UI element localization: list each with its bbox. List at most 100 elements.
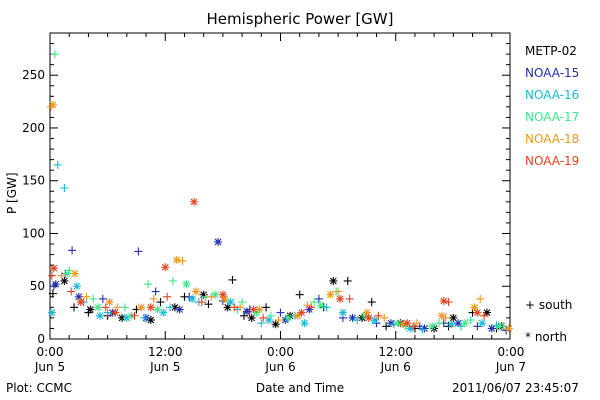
point-north	[218, 290, 227, 299]
star-d2	[440, 297, 448, 305]
y-tick-label: 200	[22, 121, 45, 135]
star-d2	[438, 312, 446, 320]
point-north	[505, 324, 514, 333]
point-south	[70, 303, 79, 312]
star-d2	[365, 314, 373, 322]
point-south	[367, 298, 376, 307]
point-south	[151, 287, 160, 296]
point-north	[188, 294, 197, 303]
point-north	[49, 264, 58, 273]
point-north	[403, 319, 412, 328]
legend-entry: NOAA-15	[525, 66, 580, 80]
point-south	[67, 287, 76, 296]
star-d2	[182, 280, 190, 288]
point-south	[238, 298, 247, 307]
point-south	[68, 246, 77, 255]
legend-entry: NOAA-18	[525, 132, 580, 146]
point-south	[353, 316, 362, 325]
point-south	[163, 292, 172, 301]
point-south	[207, 292, 216, 301]
chart-title: Hemispheric Power [GW]	[206, 10, 394, 28]
point-north	[370, 316, 379, 325]
x-tick-label-date: Jun 7	[495, 360, 526, 374]
star-d2	[461, 319, 469, 327]
x-tick-label-date: Jun 5	[149, 360, 180, 374]
star-d2	[336, 295, 344, 303]
legend-entry: NOAA-17	[525, 110, 580, 124]
star-d2	[159, 309, 167, 317]
point-south	[50, 50, 59, 59]
point-south	[239, 311, 248, 320]
point-north	[249, 305, 258, 314]
point-south	[140, 313, 149, 322]
star-d2	[387, 319, 395, 327]
point-north	[175, 305, 184, 314]
point-north	[60, 276, 69, 285]
point-north	[153, 305, 162, 314]
legend-entry: NOAA-16	[525, 88, 580, 102]
plot-credit: Plot: CCMC	[6, 381, 72, 395]
point-south	[47, 271, 56, 280]
legend-north-marker: * north	[525, 330, 568, 344]
point-south	[295, 290, 304, 299]
point-north	[51, 280, 60, 289]
point-south	[409, 322, 418, 331]
star-d2	[224, 303, 232, 311]
point-north	[146, 303, 155, 312]
point-north	[399, 320, 408, 329]
point-south	[101, 303, 110, 312]
point-south	[466, 316, 475, 325]
point-north	[393, 319, 402, 328]
x-tick-label-time: 0:00	[267, 345, 294, 359]
point-south	[266, 311, 275, 320]
point-south	[89, 294, 98, 303]
star-d2	[403, 319, 411, 327]
point-south	[149, 294, 158, 303]
star-d2	[496, 322, 503, 330]
point-south	[134, 247, 143, 256]
point-south	[382, 322, 391, 331]
point-south	[120, 303, 129, 312]
plot-frame	[49, 32, 511, 340]
point-south	[345, 294, 354, 303]
star-d2	[154, 306, 161, 313]
point-north	[191, 287, 200, 296]
point-south	[473, 322, 482, 331]
point-north	[336, 294, 345, 303]
point-north	[111, 308, 120, 317]
point-north	[211, 290, 220, 299]
point-north	[72, 282, 81, 291]
point-south	[130, 311, 139, 320]
point-south	[103, 308, 112, 317]
star-d2	[75, 293, 83, 301]
star-d2	[190, 198, 198, 206]
point-south	[259, 313, 268, 322]
star-d2	[363, 309, 371, 317]
point-south	[444, 298, 453, 307]
point-north	[447, 320, 456, 329]
point-north	[348, 313, 357, 322]
x-tick-label-time: 12:00	[378, 345, 413, 359]
point-north	[95, 311, 104, 320]
point-north	[271, 320, 280, 329]
point-south	[374, 311, 383, 320]
point-north	[63, 269, 72, 278]
point-north	[242, 307, 251, 316]
star-d2	[255, 306, 263, 313]
point-south	[82, 292, 91, 301]
point-south	[343, 276, 352, 285]
point-north	[172, 255, 181, 264]
y-tick-label: 250	[22, 68, 45, 82]
point-south	[98, 294, 107, 303]
x-tick-label-time: 12:00	[148, 345, 183, 359]
star-d2	[173, 256, 181, 264]
star-d2	[147, 303, 155, 311]
point-south	[230, 303, 239, 312]
y-tick-label: 150	[22, 174, 45, 188]
star-d2	[471, 303, 478, 311]
point-north	[284, 313, 293, 322]
star-d2	[96, 312, 104, 320]
point-south	[168, 276, 177, 285]
